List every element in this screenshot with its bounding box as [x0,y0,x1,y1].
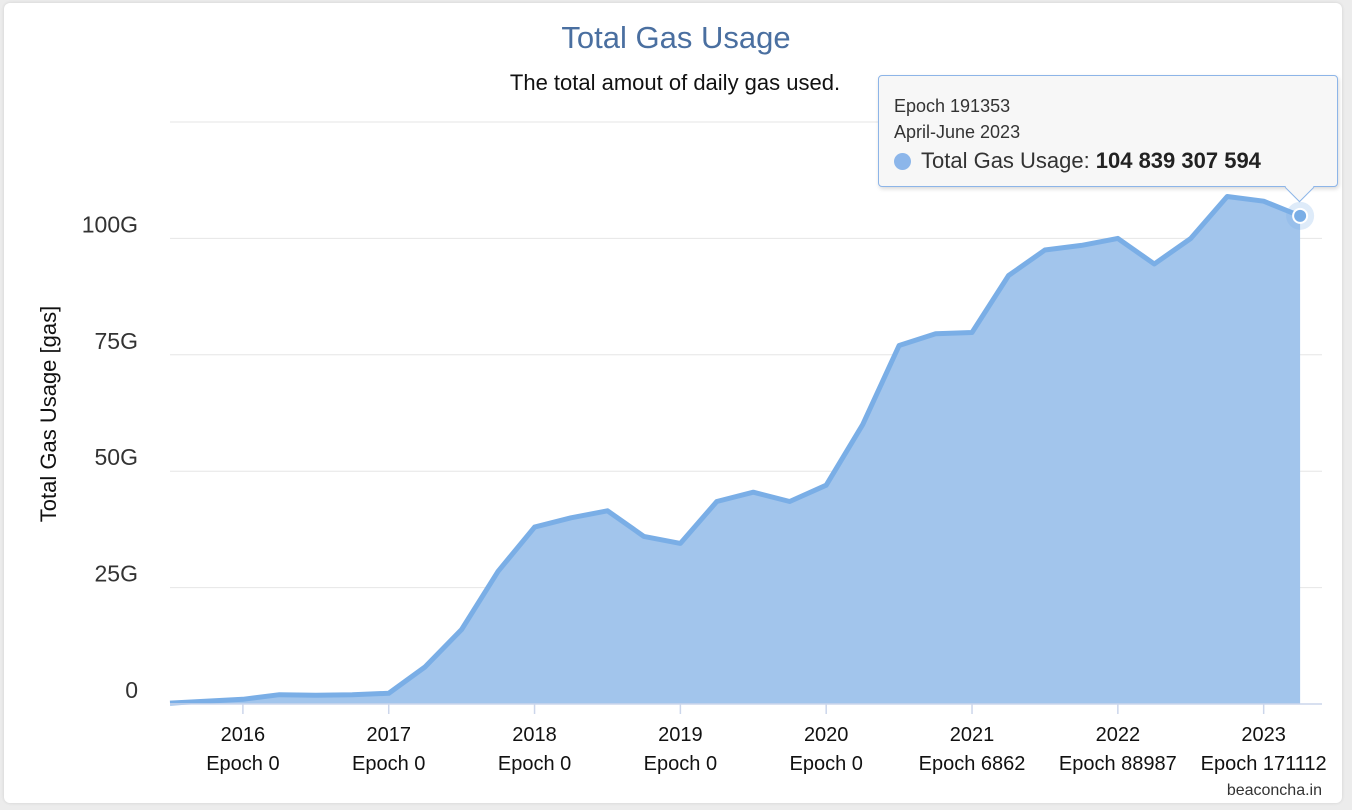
credit-link[interactable]: beaconcha.in [1227,782,1322,799]
x-tick-year: 2020 [804,724,849,746]
y-tick-label: 50G [95,444,138,470]
y-tick-label: 0 [125,677,138,703]
tooltip-value: 104 839 307 594 [1095,148,1261,173]
x-tick-year: 2017 [366,724,411,746]
y-tick-label: 25G [95,561,138,587]
x-tick-epoch: Epoch 0 [206,753,279,775]
x-tick-epoch: Epoch 88987 [1059,753,1177,775]
tooltip-period: April-June 2023 [894,122,1021,142]
x-tick-year: 2022 [1096,724,1141,746]
chart-title: Total Gas Usage [561,20,790,55]
series-dot-icon [894,152,911,170]
y-tick-label: 100G [82,211,138,237]
x-tick-epoch: Epoch 6862 [919,753,1026,775]
y-tick-label: 75G [95,328,138,354]
tooltip-series-name: Total Gas Usage: [921,148,1090,173]
x-tick-year: 2016 [221,724,266,746]
tooltip-series-row: Total Gas Usage: 104 839 307 594 [894,148,1261,174]
x-tick-epoch: Epoch 0 [498,753,571,775]
x-tick-year: 2023 [1241,724,1286,746]
x-tick-epoch: Epoch 171112 [1201,753,1327,775]
tooltip: Epoch 191353 April-June 2023 Total Gas U… [878,75,1338,203]
y-axis-label: Total Gas Usage [gas] [36,306,61,522]
tooltip-epoch: Epoch 191353 [894,96,1011,116]
hover-point [1292,207,1309,224]
x-tick-year: 2018 [512,724,557,746]
chart-subtitle: The total amout of daily gas used. [510,70,840,95]
x-tick-epoch: Epoch 0 [644,753,717,775]
series-line [169,194,1302,706]
series-area [170,196,1301,704]
x-tick-epoch: Epoch 0 [790,753,863,775]
x-tick-year: 2021 [950,724,995,746]
x-tick-epoch: Epoch 0 [352,753,425,775]
x-tick-year: 2019 [658,724,703,746]
